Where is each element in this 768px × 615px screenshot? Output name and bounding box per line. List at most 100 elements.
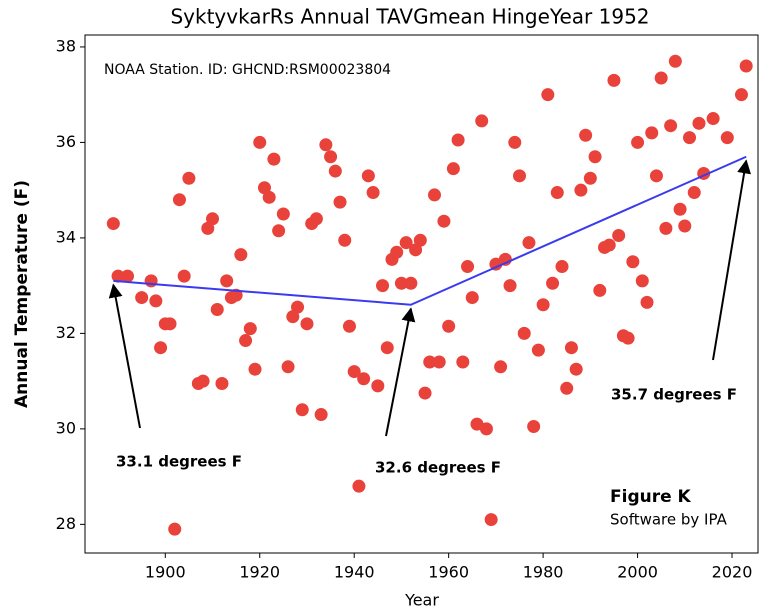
data-point	[635, 274, 649, 288]
data-point	[262, 190, 276, 204]
y-tick-label: 38	[56, 36, 76, 55]
data-point	[390, 245, 404, 259]
data-point	[668, 54, 682, 68]
data-point	[654, 71, 668, 85]
data-point	[687, 186, 701, 200]
data-point	[300, 317, 314, 331]
data-point	[531, 343, 545, 357]
data-point	[267, 152, 281, 166]
data-point	[206, 212, 220, 226]
data-point	[423, 355, 437, 369]
data-point	[394, 276, 408, 290]
data-point	[347, 365, 361, 379]
data-point	[144, 274, 158, 288]
data-point	[451, 133, 465, 147]
station-note: NOAA Station. ID: GHCND:RSM00023804	[104, 62, 391, 78]
data-point	[555, 260, 569, 274]
data-point	[569, 362, 583, 376]
data-point	[413, 233, 427, 247]
data-point	[442, 319, 456, 333]
data-point	[182, 171, 196, 185]
chart-title: SyktyvkarRs Annual TAVGmean HingeYear 19…	[170, 5, 649, 29]
data-point	[135, 291, 149, 305]
data-point	[239, 334, 253, 348]
data-point	[253, 135, 267, 149]
data-point	[739, 59, 753, 73]
y-tick-label: 32	[56, 323, 76, 342]
annotation: 32.6 degrees F	[375, 459, 501, 477]
y-axis-label: Annual Temperature (F)	[12, 180, 32, 408]
data-point	[210, 303, 224, 317]
data-point	[432, 355, 446, 369]
data-point	[319, 138, 333, 152]
data-point	[484, 513, 498, 527]
data-point	[593, 283, 607, 297]
data-point	[564, 341, 578, 355]
data-point	[371, 379, 385, 393]
data-point	[692, 116, 706, 130]
x-tick-label: 1920	[239, 563, 280, 582]
y-tick-label: 36	[56, 132, 76, 151]
data-point	[626, 255, 640, 269]
data-point	[664, 119, 678, 133]
data-point	[272, 224, 286, 238]
fit-line	[113, 155, 747, 306]
x-tick-label: 1900	[145, 563, 186, 582]
data-point	[366, 186, 380, 200]
data-point	[276, 207, 290, 221]
data-point	[645, 126, 659, 140]
annotation-arrow	[385, 307, 416, 437]
data-point	[649, 169, 663, 183]
data-point	[437, 214, 451, 228]
x-axis-label: Year	[404, 591, 439, 610]
data-point	[522, 236, 536, 250]
data-point	[536, 298, 550, 312]
data-point	[550, 186, 564, 200]
data-point	[248, 362, 262, 376]
data-point	[508, 135, 522, 149]
data-point	[376, 279, 390, 293]
data-point	[295, 403, 309, 417]
annotation-arrow	[712, 159, 752, 361]
data-point	[111, 269, 125, 283]
y-tick-label: 34	[56, 227, 76, 246]
data-point	[640, 295, 654, 309]
annotation: 35.7 degrees F	[611, 386, 737, 404]
x-tick-label: 1940	[334, 563, 375, 582]
data-point	[602, 238, 616, 252]
data-point	[168, 522, 182, 536]
data-point	[446, 162, 460, 176]
data-point	[673, 202, 687, 216]
data-point	[177, 269, 191, 283]
x-tick-label: 1960	[428, 563, 469, 582]
data-point	[324, 150, 338, 164]
data-point	[163, 317, 177, 331]
x-tick-label: 1980	[523, 563, 564, 582]
x-tick-label: 2020	[712, 563, 753, 582]
data-point	[583, 171, 597, 185]
data-point	[314, 408, 328, 422]
data-point	[659, 221, 673, 235]
data-point	[106, 217, 120, 231]
data-point	[612, 229, 626, 243]
data-point	[706, 112, 720, 126]
data-point	[479, 422, 493, 436]
data-point	[494, 360, 508, 374]
y-tick-label: 28	[56, 514, 76, 533]
data-point	[607, 73, 621, 87]
data-point	[220, 274, 234, 288]
data-point	[678, 219, 692, 233]
data-point	[333, 195, 347, 209]
data-point	[465, 291, 479, 305]
data-point	[631, 135, 645, 149]
data-point	[234, 248, 248, 262]
data-point	[172, 193, 186, 207]
y-tick-label: 30	[56, 418, 76, 437]
annotation-arrow	[108, 283, 141, 429]
figure-label: Figure K	[610, 487, 692, 507]
data-point	[338, 233, 352, 247]
data-point	[149, 294, 163, 308]
data-point	[309, 212, 323, 226]
data-point	[380, 341, 394, 355]
